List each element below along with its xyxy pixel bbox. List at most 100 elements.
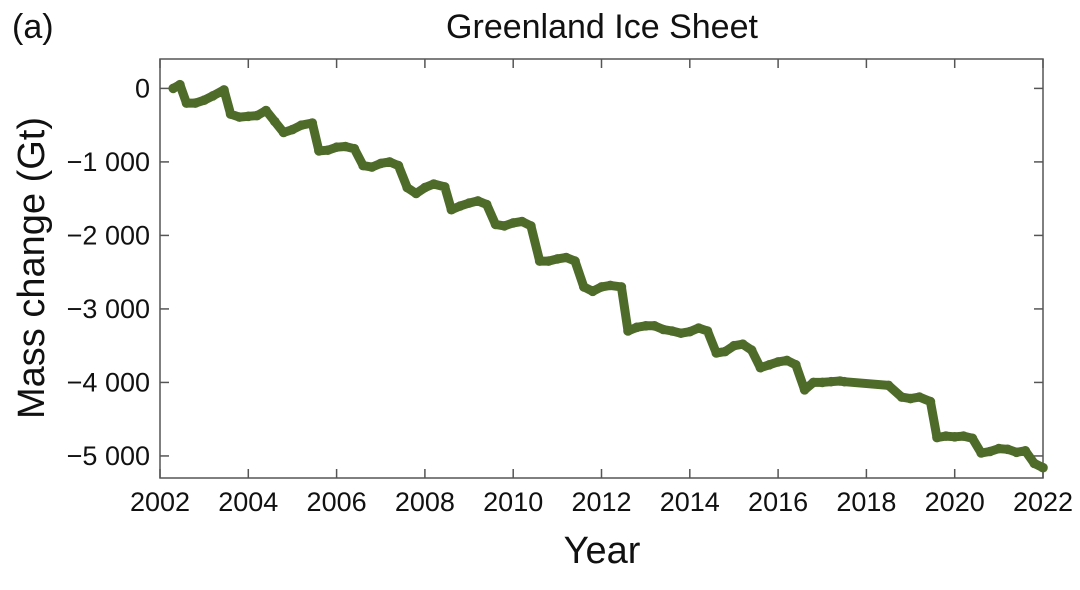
data-point (791, 360, 801, 370)
x-tick-label: 2002 (130, 487, 190, 517)
y-tick-label: 0 (135, 73, 150, 103)
data-point (949, 432, 960, 442)
data-point (755, 362, 766, 373)
data-point (967, 433, 978, 444)
data-point (526, 221, 536, 231)
data-point (175, 79, 185, 90)
plot-frame (159, 58, 1044, 479)
data-point (941, 431, 951, 441)
data-point (1020, 446, 1031, 456)
data-point (1038, 462, 1048, 473)
data-point (314, 146, 324, 156)
data-point (331, 142, 342, 152)
data-point (270, 116, 280, 127)
data-point (323, 145, 333, 155)
data-point (764, 360, 775, 370)
data-point (455, 201, 466, 211)
data-point (649, 321, 660, 331)
data-point (552, 254, 563, 264)
data-point (440, 182, 450, 192)
data-point (367, 162, 377, 172)
x-tick-label: 2004 (218, 487, 278, 517)
data-point (349, 143, 360, 154)
x-tick-label: 2012 (571, 487, 631, 517)
data-point (685, 326, 695, 337)
data-point (307, 118, 318, 128)
data-point (446, 204, 457, 215)
data-point (428, 179, 439, 189)
x-tick-label: 2016 (748, 487, 808, 517)
x-tick-label: 2010 (483, 487, 543, 517)
data-point (623, 326, 633, 336)
data-point (720, 346, 730, 357)
data-point (632, 322, 642, 333)
data-point (420, 182, 430, 193)
series-layer (168, 79, 1048, 473)
data-point (1029, 458, 1039, 469)
data-point (261, 105, 271, 116)
data-point (508, 218, 518, 228)
data-point (181, 98, 192, 108)
data-point (1002, 444, 1013, 455)
data-point (243, 111, 254, 122)
data-point (296, 120, 307, 130)
y-tick-label: −1 000 (67, 147, 150, 177)
data-point (905, 393, 916, 404)
data-point (225, 109, 236, 119)
x-tick-label: 2014 (660, 487, 720, 517)
data-point (883, 380, 894, 391)
data-point (746, 345, 757, 355)
data-point (376, 158, 386, 169)
data-point (358, 160, 368, 171)
data-point (481, 199, 492, 210)
data-point (976, 448, 986, 458)
data-point (534, 256, 545, 266)
y-axis: 0 −1 000 −2 000 −3 000 −4 000 −5 000 (67, 73, 1043, 471)
data-point (782, 355, 792, 366)
data-point (252, 110, 262, 121)
data-point (287, 124, 298, 135)
data-point (278, 127, 289, 138)
x-tick-label: 2006 (307, 487, 367, 517)
data-point (473, 196, 483, 206)
data-point (729, 340, 739, 351)
data-point (914, 392, 925, 402)
data-point (596, 282, 607, 292)
data-point (219, 85, 229, 95)
y-axis-label: Mass change (Gt) (11, 117, 53, 419)
x-axis: 2002 2004 2006 2008 2010 2012 2014 2016 2018 2020… (130, 59, 1073, 517)
y-tick-label: −5 000 (67, 441, 150, 471)
data-point (932, 432, 942, 443)
series-line (168, 80, 1048, 473)
data-point (411, 188, 421, 199)
data-point (384, 157, 395, 167)
data-point (402, 182, 413, 193)
data-point (640, 321, 651, 331)
y-tick-label: −2 000 (67, 220, 150, 250)
x-tick-label: 2020 (925, 487, 985, 517)
data-point (561, 252, 571, 263)
data-point (490, 219, 501, 230)
data-point (616, 282, 627, 292)
data-point (464, 198, 474, 208)
data-point (667, 326, 677, 336)
data-point (234, 112, 245, 122)
data-point (499, 221, 510, 231)
y-tick-label: −4 000 (67, 367, 150, 397)
data-point (839, 376, 850, 387)
data-point (340, 141, 351, 152)
chart-title: Greenland Ice Sheet (446, 8, 758, 46)
data-point (738, 339, 748, 350)
data-point (676, 328, 686, 339)
data-point (702, 326, 713, 336)
data-point (958, 431, 969, 441)
data-point (543, 256, 554, 266)
data-point (605, 280, 616, 291)
data-point (1011, 447, 1022, 458)
data-point (826, 376, 836, 387)
x-tick-label: 2018 (836, 487, 896, 517)
data-point (199, 95, 209, 105)
x-tick-label: 2008 (395, 487, 455, 517)
data-point (190, 98, 201, 108)
